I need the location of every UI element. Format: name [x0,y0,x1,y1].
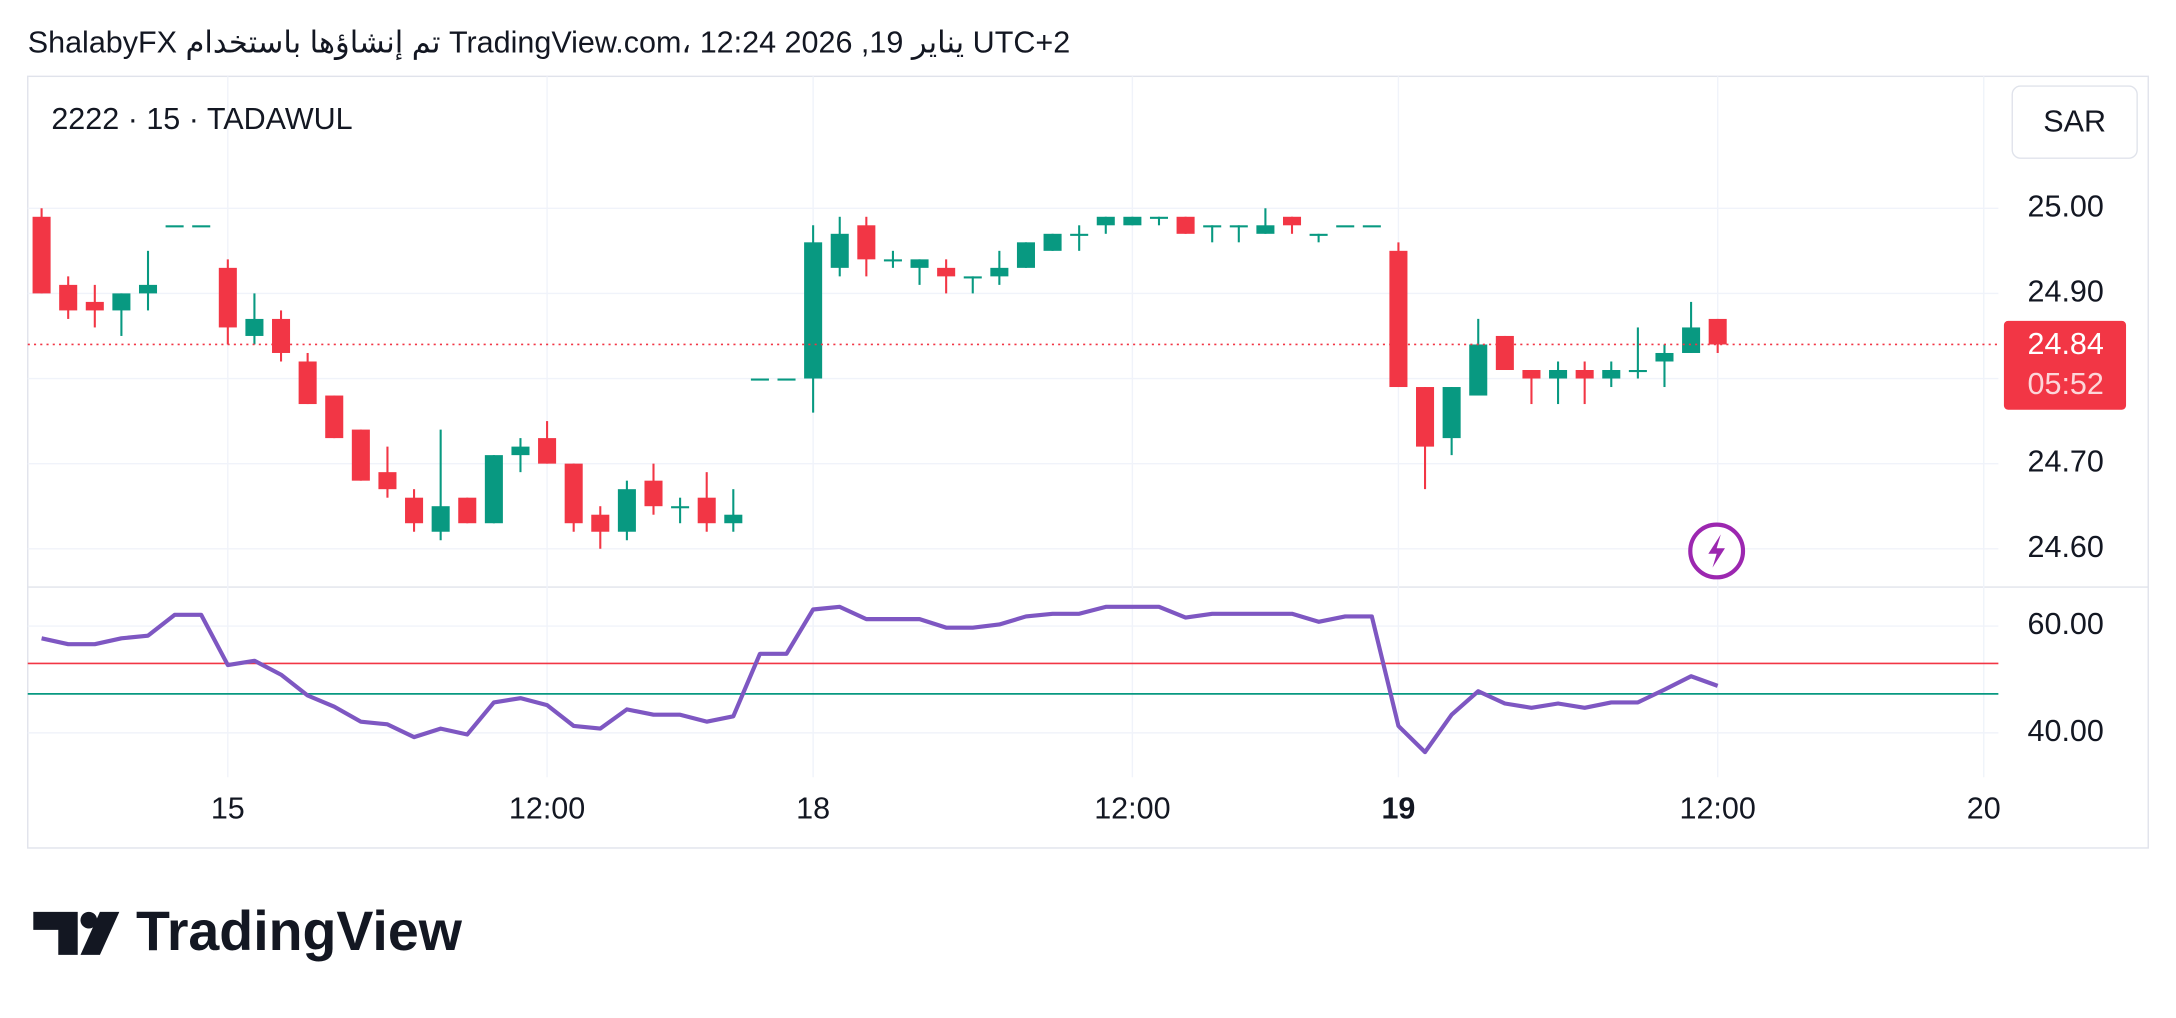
candle-body [351,429,370,481]
x-tick-label: 12:00 [1094,792,1170,826]
candle-body [1256,225,1275,234]
alert-icon[interactable] [1688,522,1746,580]
candle-body [1575,370,1594,379]
candle-body [1522,370,1541,379]
brand-logo [33,911,120,955]
candle-body [1309,233,1328,236]
candle-body [1043,233,1062,251]
candle-body [617,489,636,532]
candle-body [112,293,131,311]
candle-body [298,361,317,405]
price-label-box [2003,320,2127,410]
candle-body [245,318,264,336]
candle-body [1362,225,1381,228]
candle-body [138,284,158,294]
x-tick-label: 12:00 [509,792,585,826]
x-tick-label: 20 [1967,792,2001,826]
candle-body [272,318,291,353]
x-tick-label: 18 [796,792,830,826]
candle-body [830,233,849,268]
candle-body [405,497,424,524]
candle-body [1229,225,1248,228]
candle-body [857,225,876,260]
y-tick-label: 60.00 [2028,607,2104,641]
symbol: 2222 · 15 · TADAWUL [51,102,352,136]
candle-body [1655,352,1674,362]
candle-body [750,378,769,381]
candle-body [724,514,743,524]
candle-body [697,497,716,524]
currency[interactable]: SAR [2043,105,2106,139]
candle-body [192,225,211,228]
candle-body [1682,327,1701,353]
candle-body [1176,216,1195,234]
candle-body [1016,242,1035,268]
candle-body [85,301,104,311]
y-tick-label: 24.60 [2028,530,2104,564]
candle-body [218,267,237,328]
candle-body [32,216,51,294]
countdown-label: 05:52 [2028,367,2104,401]
candle-body [165,225,184,228]
candle-body [804,242,823,379]
candle-body [1203,225,1222,228]
candle-body [1149,216,1169,219]
candle-body [1495,335,1514,371]
header-title: ShalabyFX تم إنشاؤها باستخدام TradingVie… [28,25,1070,60]
candle-body [671,506,690,509]
candle-body [1070,233,1089,236]
y-tick-label: 24.90 [2028,274,2104,308]
x-tick-label: 19 [1381,792,1415,826]
candle-body [1389,250,1408,388]
candle-body [538,438,557,464]
x-tick-label: 15 [211,792,245,826]
candle-body [564,463,583,524]
candle-body [1442,387,1461,439]
candle-body [1096,216,1115,226]
candle-body [937,267,956,277]
candle-body [325,395,344,439]
candle-body [990,267,1009,277]
candle-body [458,497,477,524]
candle-body [1469,344,1488,396]
candle-body [963,276,982,279]
x-tick-label: 12:00 [1680,792,1756,826]
candle-body [1416,387,1435,447]
candle-body [431,506,450,532]
candle-body [1708,318,1727,345]
y-tick-label: 40.00 [2028,714,2104,748]
candle-body [1628,370,1647,373]
candle-body [484,455,503,524]
candle-body [1282,216,1302,226]
price-label: 24.84 [2028,327,2104,361]
candle-body [1602,370,1621,379]
candle-body [777,378,796,381]
candle-body [910,259,929,268]
candle-body [511,446,530,456]
candle-body [591,514,610,532]
y-tick-label: 24.70 [2028,445,2104,479]
plot: 15 12:00 18 12:00 19 12:00 20 24.60 24.70 24.90 25… [27,76,2127,826]
indicator-line [41,604,1719,755]
candle-body [1336,225,1355,228]
candle-body [1123,216,1142,226]
candle-body [59,284,78,311]
candle-body [1549,370,1568,379]
currency-box[interactable] [2011,85,2138,159]
candle-body [883,259,902,262]
candle-body [644,480,663,507]
chart-frame [27,75,2149,849]
y-tick-label: 25.00 [2028,189,2104,223]
candle-body [378,472,397,490]
brand-name: TradingView [136,900,463,962]
